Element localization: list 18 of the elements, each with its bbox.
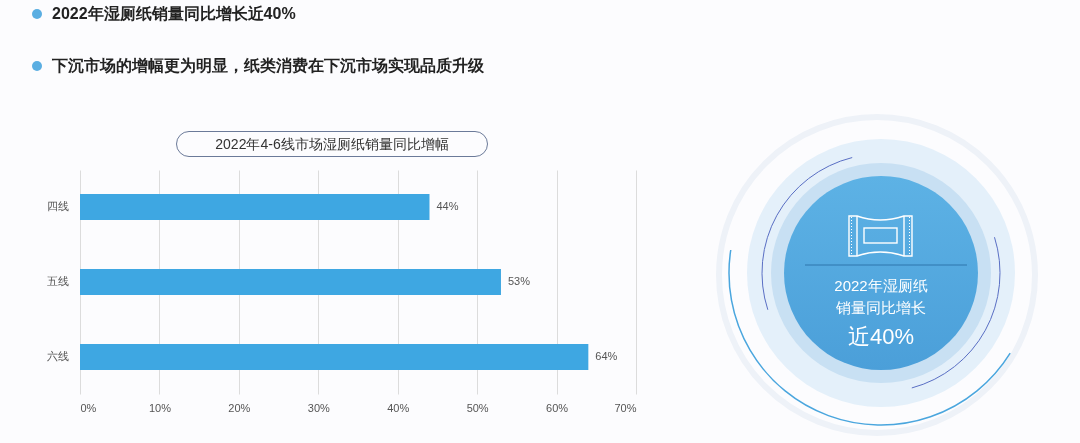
x-tick-label: 50% — [466, 401, 489, 414]
x-tick-label: 10% — [148, 401, 172, 414]
x-tick-label: 30% — [307, 401, 331, 414]
x-tick-label: 60% — [546, 401, 569, 414]
x-tick-label: 0% — [80, 401, 97, 414]
text: 近40% — [846, 323, 915, 351]
x-tick-label: 20% — [228, 401, 251, 414]
y-tick-label: 六线 — [46, 349, 69, 362]
text: 2022年湿厕纸销量同比增长近40% — [52, 4, 296, 24]
x-tick-label: 70% — [614, 401, 637, 414]
text: 下沉市场的增幅更为明显，纸类消费在下沉市场实现品质升级 — [52, 56, 484, 76]
y-tick-label: 五线 — [46, 275, 69, 287]
x-tick-label: 40% — [387, 401, 410, 414]
data-label: 64% — [595, 349, 618, 362]
data-label: 44% — [436, 200, 459, 213]
y-tick-label: 四线 — [46, 200, 69, 213]
data-label: 53% — [507, 275, 531, 287]
text: 2022年湿厕纸销量同比增长 — [833, 276, 929, 318]
